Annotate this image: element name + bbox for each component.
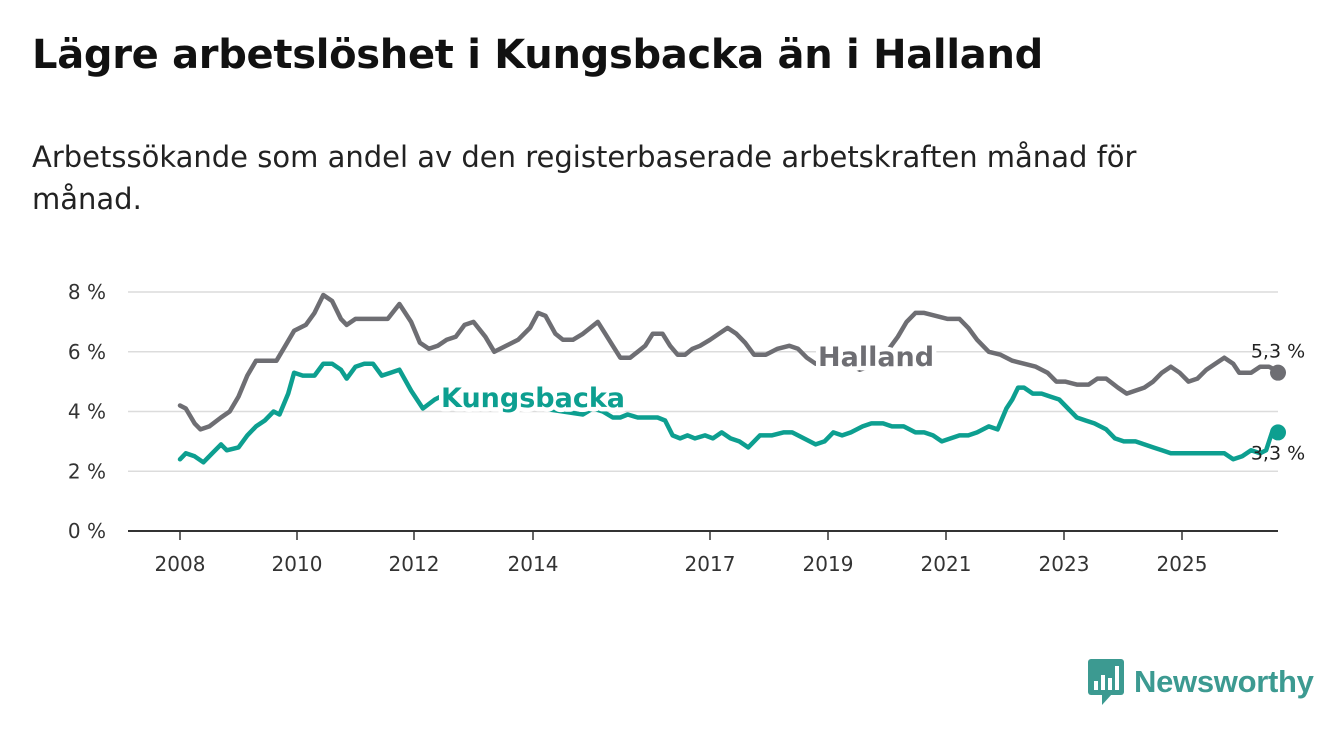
chart-title: Lägre arbetslöshet i Kungsbacka än i Hal…	[32, 32, 1043, 78]
series-line-kungsbacka	[177, 361, 1281, 465]
axes: 0 % 2 % 4 % 6 % 8 % 2008 2010 2012 2014 2017 2019 2…	[68, 280, 1278, 576]
x-tick-label: 2012	[389, 552, 440, 576]
series-label-halo: Halland	[818, 342, 934, 373]
series-label-halland: Halland	[818, 342, 934, 373]
x-tick-label: 2019	[803, 552, 854, 576]
y-tick-label: 8 %	[68, 280, 106, 304]
x-tick-label: 2014	[508, 552, 559, 576]
series-lines	[177, 292, 1286, 465]
x-tick-label: 2023	[1039, 552, 1090, 576]
y-tick-label: 0 %	[68, 519, 106, 543]
end-value-label-kungsbacka: 3,3 %	[1251, 442, 1305, 464]
end-point-halland	[1270, 364, 1286, 381]
y-tick-label: 4 %	[68, 400, 106, 424]
brand-name: Newsworthy	[1134, 664, 1314, 699]
y-tick-label: 2 %	[68, 459, 106, 483]
series-label-kungsbacka: Kungsbacka	[441, 383, 625, 414]
series-labels: 5,3 %3,3 %HallandHallandKungsbackaKungsb…	[437, 338, 1306, 465]
end-value-label-halland: 5,3 %	[1251, 341, 1305, 363]
end-point-kungsbacka	[1270, 424, 1286, 441]
x-tick-label: 2025	[1157, 552, 1208, 576]
chart-subtitle: Arbetssökande som andel av den registerb…	[32, 140, 1137, 216]
newsworthy-logo: Newsworthy	[1088, 659, 1314, 705]
newsworthy-logo-icon	[1088, 659, 1124, 705]
series-label-halo: Kungsbacka	[441, 383, 625, 414]
x-tick-label: 2010	[272, 552, 323, 576]
x-tick-label: 2021	[921, 552, 972, 576]
x-tick-label: 2017	[685, 552, 736, 576]
grid-lines	[128, 291, 1278, 472]
y-tick-label: 6 %	[68, 340, 106, 364]
series-line-halland	[177, 292, 1281, 432]
x-tick-label: 2008	[155, 552, 206, 576]
